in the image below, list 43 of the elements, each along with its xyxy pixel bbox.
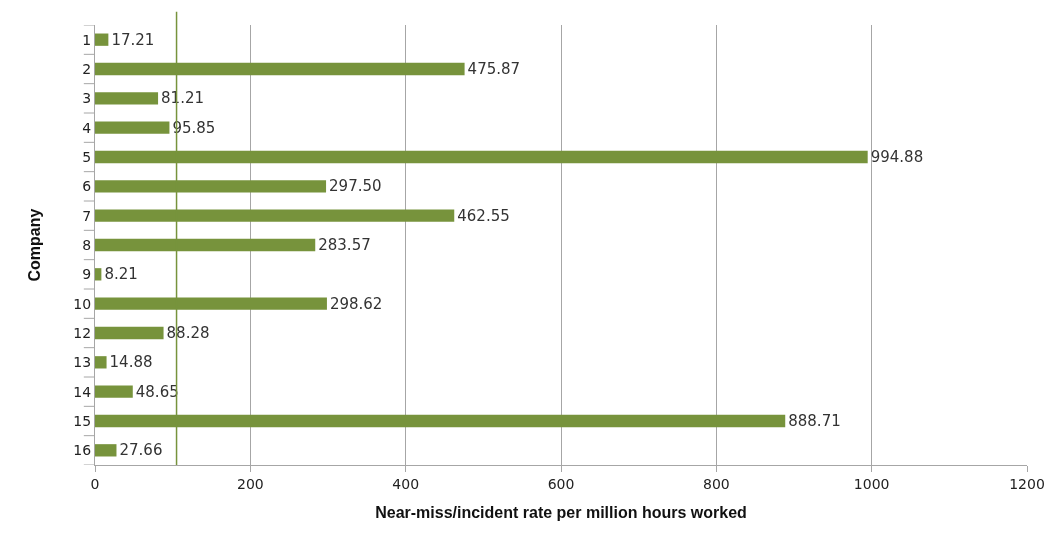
y-tick-label: 9 [82,266,92,283]
data-label: 297.50 [329,177,382,196]
y-tick-label: 8 [82,236,92,253]
bar [95,326,164,340]
data-label: 298.62 [329,294,383,313]
x-tick-label: 400 [392,475,420,492]
data-label: 14.88 [109,353,153,372]
y-tick-label: 10 [73,295,92,312]
data-label: 283.57 [318,236,371,254]
y-tick-label: 3 [82,90,92,107]
x-tick-label: 200 [236,475,264,492]
y-tick-label: 6 [82,178,92,195]
y-tick-label: 1 [82,31,92,48]
x-tick-label: 0 [90,475,100,492]
bar [95,385,133,398]
x-tick-label: 1000 [853,475,890,492]
bar [95,356,107,369]
y-tick-label: 16 [73,442,92,459]
x-tick-label: 800 [702,475,730,492]
bar [95,444,117,457]
data-label: 888.71 [788,412,841,430]
bar [95,33,109,46]
y-tick-label: 12 [73,324,92,341]
data-label: 17.21 [111,30,155,49]
bar [95,92,159,105]
bar [95,268,102,281]
x-tick-label: 600 [547,475,575,492]
y-tick-label: 13 [73,354,92,371]
data-label: 8.21 [104,265,138,284]
bar [95,121,170,134]
y-tick-label: 2 [82,60,92,77]
y-axis-title: Company [26,208,44,282]
data-label: 475.87 [467,60,521,78]
data-label: 994.88 [870,148,924,166]
y-tick-label: 5 [82,148,92,165]
x-tick-label: 1200 [1009,475,1045,492]
x-axis-title: Near-miss/incident rate per million hours worked [375,504,747,522]
y-tick-label: 7 [82,207,92,224]
y-tick-label: 14 [73,383,92,400]
y-tick-label: 15 [73,412,92,429]
y-tick-label: 4 [82,119,92,136]
data-label: 27.66 [119,441,163,460]
data-label: 462.55 [457,206,510,225]
